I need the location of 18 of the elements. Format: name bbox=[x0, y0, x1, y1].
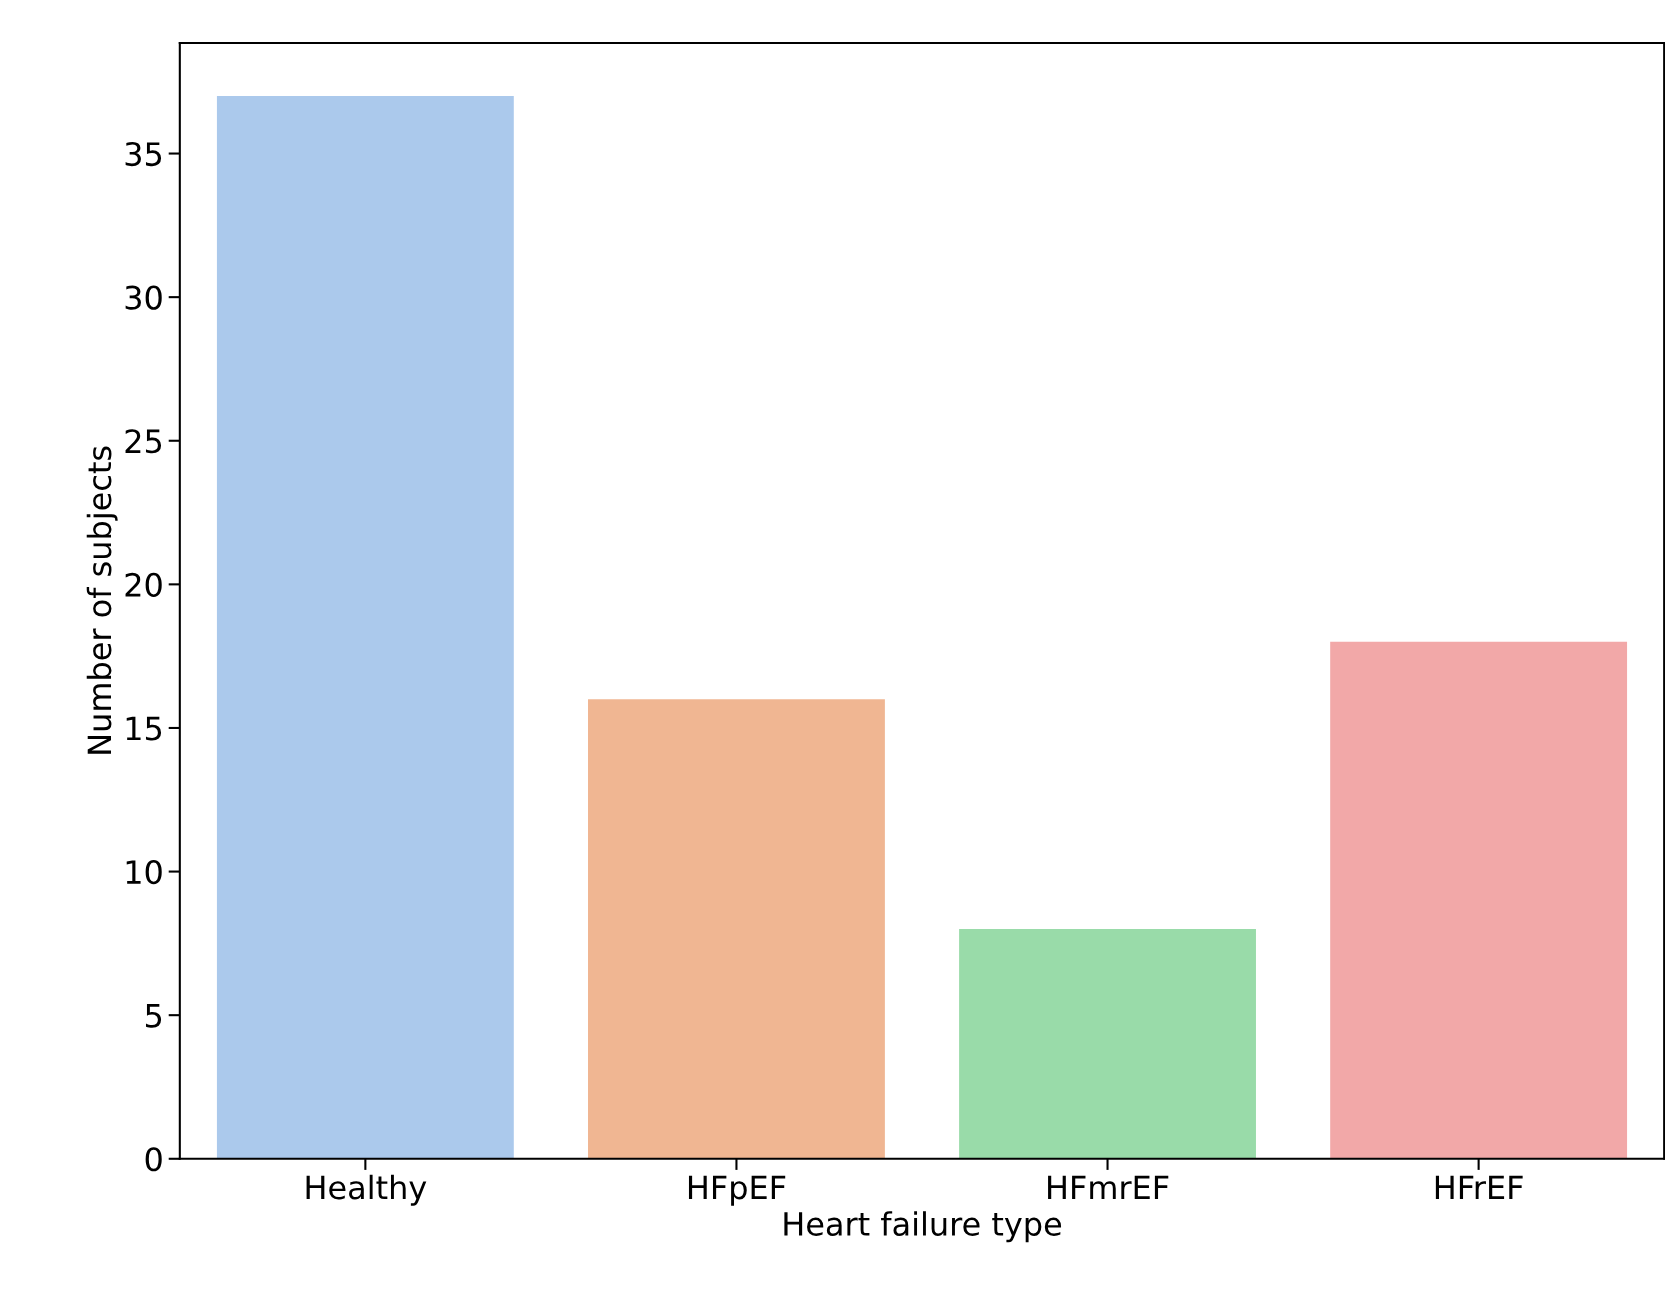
x-axis-title: Heart failure type bbox=[784, 1211, 1062, 1243]
x-tick-label: HFpEF bbox=[688, 1175, 786, 1206]
bar bbox=[959, 929, 1256, 1159]
y-tick-label: 5 bbox=[145, 1004, 162, 1028]
bar bbox=[1330, 641, 1628, 1159]
y-axis-title: Number of subjects bbox=[86, 446, 118, 754]
x-tick-label: HFrEF bbox=[1435, 1175, 1523, 1200]
bar bbox=[588, 699, 885, 1159]
x-tick-label: Healthy bbox=[306, 1174, 427, 1206]
y-tick-label: 30 bbox=[125, 285, 162, 310]
y-tick-label: 15 bbox=[126, 716, 162, 741]
y-tick-label: 0 bbox=[145, 1147, 162, 1172]
y-tick-label: 25 bbox=[125, 429, 162, 454]
y-tick-label: 10 bbox=[126, 860, 162, 885]
y-tick-label: 20 bbox=[125, 572, 162, 597]
bar bbox=[216, 96, 514, 1159]
x-tick-label: HFmrEF bbox=[1048, 1175, 1169, 1200]
y-tick-label: 35 bbox=[125, 141, 162, 167]
